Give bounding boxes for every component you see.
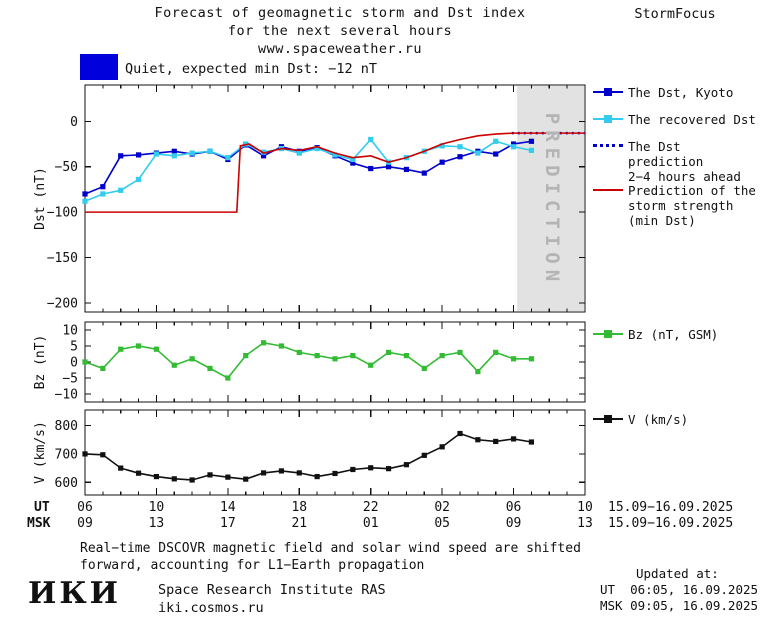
v-axis-label: V (km/s) — [33, 421, 48, 484]
axis-ticks — [84, 85, 586, 312]
dst-kyoto-marker-icon — [593, 86, 623, 99]
x-tick-label-msk: 13 — [148, 516, 165, 531]
x-tick-label-ut: 02 — [434, 500, 450, 515]
brand-label: StormFocus — [634, 6, 716, 22]
axis-ticks — [84, 410, 586, 495]
dst-axis-label: Dst (nT) — [33, 167, 48, 230]
y-tick-label: −100 — [47, 206, 78, 221]
series-bz-nt-gsm- — [82, 340, 535, 381]
x-tick-label-ut: 06 — [505, 500, 522, 515]
updated-ut: UT 06:05, 16.09.2025 — [600, 582, 759, 597]
legend-label: Prediction of the storm strength (min Ds… — [628, 183, 756, 228]
msk-date-range: 15.09−16.09.2025 — [608, 516, 734, 531]
x-tick-label-ut: 10 — [577, 500, 593, 515]
panel-2: 600 700 800 — [55, 409, 586, 496]
x-tick-label-msk: 17 — [220, 516, 236, 531]
y-tick-label: −10 — [55, 388, 78, 403]
legend-label: V (km/s) — [628, 412, 689, 427]
legend-label: Bz (nT, GSM) — [628, 327, 719, 342]
legend-item-bz: Bz (nT, GSM) — [593, 327, 718, 342]
y-tick-label: −5 — [62, 372, 78, 387]
panel-frame — [84, 409, 586, 496]
x-tick-label-msk: 09 — [77, 516, 93, 531]
y-tick-label: 0 — [70, 356, 78, 371]
legend-item-v: V (km/s) — [593, 412, 688, 427]
bz-marker-icon — [593, 328, 623, 341]
axis-ticks — [84, 322, 586, 402]
title-line-2: for the next several hours — [227, 23, 453, 39]
x-tick-label-ut: 14 — [220, 500, 236, 515]
recovered-dst-marker-icon — [593, 113, 623, 126]
x-tick-label-msk: 13 — [577, 516, 593, 531]
series-the-recovered-dst — [82, 136, 535, 204]
title-line-3: www.spaceweather.ru — [258, 41, 422, 57]
x-tick-label-msk: 01 — [362, 516, 379, 531]
x-tick-label-msk: 05 — [434, 516, 450, 531]
x-tick-label-msk: 09 — [505, 516, 522, 531]
updated-label: Updated at: — [636, 566, 719, 581]
iki-logo: ИКИ — [28, 576, 121, 611]
footer-site: iki.cosmos.ru — [158, 600, 264, 616]
panel-frame — [84, 321, 586, 403]
y-tick-label: −150 — [47, 251, 78, 266]
series-v-km-s- — [82, 430, 535, 483]
x-tick-label-msk: 21 — [291, 516, 308, 531]
y-tick-label: −50 — [55, 160, 78, 175]
v-marker-icon — [593, 413, 623, 426]
x-tick-label-ut: 22 — [362, 500, 379, 515]
legend-item-dst-kyoto: The Dst, Kyoto — [593, 85, 733, 100]
legend-label: The Dst prediction 2−4 hours ahead — [628, 139, 741, 184]
y-tick-label: −200 — [47, 296, 78, 311]
panel-0: 0 −50 −100 −150 −200 — [47, 84, 586, 313]
status-swatch — [80, 54, 118, 80]
y-tick-label: 5 — [70, 340, 78, 355]
legend-item-recovered-dst: The recovered Dst — [593, 112, 756, 127]
legend-item-storm-prediction: Prediction of the storm strength (min Ds… — [593, 183, 756, 228]
x-tick-label-ut: 18 — [291, 500, 308, 515]
y-tick-label: 800 — [55, 419, 78, 434]
x-tick-label-ut: 10 — [148, 500, 165, 515]
y-tick-label: 600 — [55, 476, 78, 491]
dst-prediction-marker-icon — [593, 140, 623, 153]
y-tick-label: 10 — [62, 324, 78, 339]
title-line-1: Forecast of geomagnetic storm and Dst in… — [154, 5, 526, 21]
footnote: Real−time DSCOVR magnetic field and sola… — [80, 541, 581, 573]
updated-msk: MSK 09:05, 16.09.2025 — [600, 598, 759, 613]
msk-row-label: MSK — [27, 516, 51, 531]
ut-row-label: UT — [34, 500, 50, 515]
legend-label: The recovered Dst — [628, 112, 756, 127]
x-tick-label-ut: 06 — [77, 500, 93, 515]
storm-prediction-marker-icon — [593, 184, 623, 197]
bz-axis-label: Bz (nT) — [33, 334, 48, 390]
page-title: Forecast of geomagnetic storm and Dst in… — [60, 4, 620, 58]
series-prediction-of-the-storm-strength-min-dst- — [85, 132, 585, 213]
prediction-band-label: PREDICTION — [541, 112, 563, 288]
panel-frame — [84, 84, 586, 313]
prediction-band — [517, 86, 584, 311]
status-text: Quiet, expected min Dst: −12 nT — [125, 61, 377, 77]
ut-date-range: 15.09−16.09.2025 — [608, 500, 734, 515]
legend-label: The Dst, Kyoto — [628, 85, 734, 100]
y-tick-label: 700 — [55, 447, 78, 462]
footer-org: Space Research Institute RAS — [158, 582, 386, 598]
series-the-dst-kyoto — [82, 138, 535, 197]
y-tick-label: 0 — [70, 115, 78, 130]
legend-item-dst-prediction: The Dst prediction 2−4 hours ahead — [593, 139, 760, 184]
